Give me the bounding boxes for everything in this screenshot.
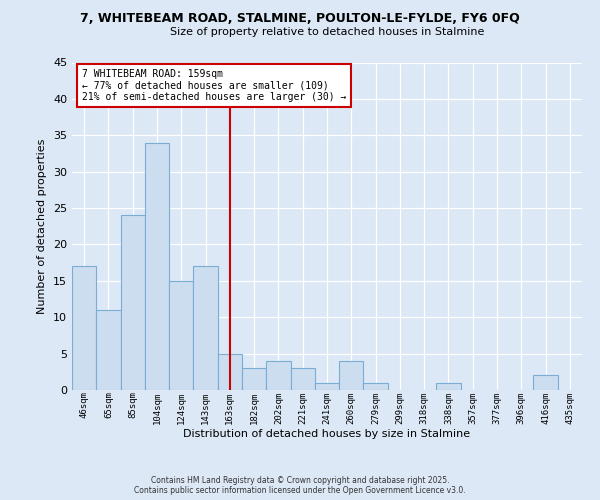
Bar bbox=[121, 216, 145, 390]
Bar bbox=[290, 368, 315, 390]
Y-axis label: Number of detached properties: Number of detached properties bbox=[37, 138, 47, 314]
Bar bbox=[96, 310, 121, 390]
Bar bbox=[266, 361, 290, 390]
Title: Size of property relative to detached houses in Stalmine: Size of property relative to detached ho… bbox=[170, 26, 484, 36]
Bar bbox=[218, 354, 242, 390]
Bar bbox=[339, 361, 364, 390]
Bar bbox=[242, 368, 266, 390]
Text: 7 WHITEBEAM ROAD: 159sqm
← 77% of detached houses are smaller (109)
21% of semi-: 7 WHITEBEAM ROAD: 159sqm ← 77% of detach… bbox=[82, 69, 347, 102]
Bar bbox=[145, 142, 169, 390]
Bar bbox=[436, 382, 461, 390]
Text: Contains HM Land Registry data © Crown copyright and database right 2025.
Contai: Contains HM Land Registry data © Crown c… bbox=[134, 476, 466, 495]
Bar bbox=[169, 281, 193, 390]
Bar bbox=[72, 266, 96, 390]
X-axis label: Distribution of detached houses by size in Stalmine: Distribution of detached houses by size … bbox=[184, 429, 470, 439]
Bar bbox=[315, 382, 339, 390]
Text: 7, WHITEBEAM ROAD, STALMINE, POULTON-LE-FYLDE, FY6 0FQ: 7, WHITEBEAM ROAD, STALMINE, POULTON-LE-… bbox=[80, 12, 520, 26]
Bar bbox=[533, 376, 558, 390]
Bar bbox=[364, 382, 388, 390]
Bar bbox=[193, 266, 218, 390]
